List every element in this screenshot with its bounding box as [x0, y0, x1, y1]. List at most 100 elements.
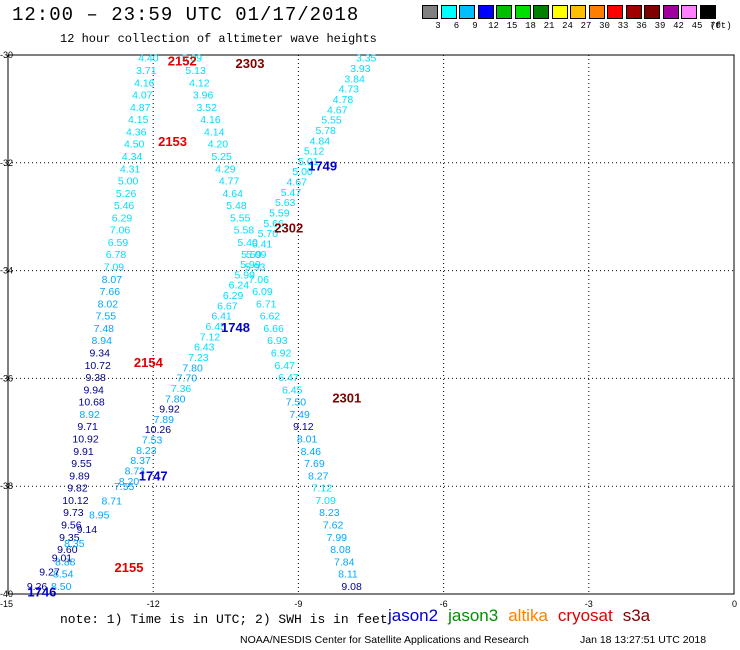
wave-height-value: 5.25	[211, 151, 232, 163]
wave-height-value: 4.87	[130, 102, 151, 114]
wave-height-value: 6.67	[217, 300, 238, 312]
lat-tick-label: -36	[0, 373, 13, 383]
wave-height-value: 5.46	[114, 200, 135, 212]
wave-height-value: 5.70	[258, 228, 279, 240]
lon-tick-label: 0	[732, 599, 737, 609]
wave-height-value: 4.07	[132, 90, 153, 102]
wave-height-value: 4.15	[128, 114, 149, 126]
wave-height-value: 5.99	[240, 259, 261, 271]
wave-height-value: 8.37	[130, 455, 151, 467]
colorbar-label: 30	[599, 21, 610, 31]
wave-height-value: 10.92	[72, 434, 98, 446]
wave-height-value: 6.41	[211, 311, 232, 323]
wave-height-value: 5.78	[315, 125, 336, 137]
wave-height-value: 3.35	[356, 53, 377, 65]
wave-height-value: 3.84	[344, 73, 365, 85]
wave-height-value: 5.58	[234, 225, 255, 237]
colorbar-label: 15	[506, 21, 518, 31]
legend-entry-altika: altika	[508, 606, 548, 625]
wave-height-value: 5.01	[298, 156, 319, 168]
pass-time-label: 2153	[158, 134, 187, 149]
wave-height-value: 8.23	[136, 445, 157, 457]
colorbar-swatch	[551, 5, 568, 19]
lat-tick-label: -34	[0, 266, 13, 276]
wave-height-value: 6.78	[106, 249, 127, 261]
wave-height-value: 7.09	[315, 495, 336, 507]
wave-height-value: 5.59	[269, 207, 290, 219]
colorbar-swatch	[644, 5, 660, 19]
wave-height-value: 8.11	[338, 569, 358, 581]
wave-height-value: 8.92	[79, 409, 100, 421]
wave-height-value: 4.73	[339, 84, 360, 96]
wave-height-value: 9.38	[85, 372, 106, 384]
wave-height-value: 6.47	[275, 360, 296, 372]
wave-height-value: 7.69	[304, 458, 325, 470]
lon-tick-label: -3	[585, 599, 593, 609]
wave-height-value: 4.84	[310, 135, 331, 147]
legend-entry-cryosat: cryosat	[557, 606, 613, 625]
wave-height-value: 6.62	[260, 311, 281, 323]
wave-height-value: 5.66	[263, 218, 284, 230]
colorbar-swatch	[681, 5, 697, 19]
wave-height-value: 10.12	[62, 495, 88, 507]
wave-height-value: 4.67	[287, 177, 308, 189]
wave-height-value: 6.29	[112, 212, 133, 224]
wave-height-value: 7.55	[96, 311, 117, 323]
colorbar-label: 12	[488, 21, 499, 31]
colorbar-swatch	[440, 5, 457, 19]
map-frame	[7, 54, 735, 595]
wave-height-value: 5.00	[118, 176, 139, 188]
wave-height-value: 4.40	[138, 53, 159, 65]
wave-height-value: 10.68	[78, 397, 104, 409]
colorbar-swatch	[625, 5, 642, 19]
wave-height-value: 7.99	[327, 532, 348, 544]
wave-height-value: 6.59	[108, 237, 129, 249]
wave-height-value: 4.50	[124, 139, 145, 151]
wave-height-value: 9.92	[159, 404, 180, 416]
pass-time-label: 2155	[115, 560, 144, 575]
lat-tick-label: -38	[0, 481, 13, 491]
wave-height-value: 8.01	[297, 434, 318, 446]
wave-height-value: 7.23	[188, 352, 209, 364]
colorbar-swatch	[514, 5, 531, 19]
colorbar-label: 39	[654, 21, 666, 31]
legend-entry-s3a: s3a	[622, 606, 651, 625]
wave-height-value: 9.82	[67, 483, 88, 495]
wave-height-value: 5.48	[226, 200, 247, 212]
legend-entry-jason3: jason3	[448, 606, 499, 625]
wave-height-value: 9.60	[57, 544, 78, 556]
colorbar-label: 70	[710, 21, 721, 31]
colorbar-swatch	[477, 5, 494, 19]
wave-height-value: 3.93	[350, 63, 371, 75]
wave-height-value: 9.55	[71, 458, 92, 470]
wave-height-value: 8.73	[125, 465, 146, 477]
wave-height-value: 5.12	[304, 146, 325, 158]
wave-height-value: 4.34	[122, 151, 143, 163]
wave-height-value: 9.56	[61, 519, 82, 531]
lon-tick-label: -15	[0, 599, 13, 609]
wave-height-value: 7.62	[323, 519, 344, 531]
colorbar-label: 45	[691, 21, 703, 31]
wave-height-value: 8.02	[98, 298, 119, 310]
wave-height-value: 6.29	[223, 290, 244, 302]
wave-height-value: 7.53	[142, 435, 163, 447]
wave-height-value: 5.09	[182, 53, 203, 65]
colorbar-unit: (ft)	[710, 21, 732, 31]
wave-height-value: 9.71	[77, 421, 98, 433]
wave-height-value: 5.40	[237, 237, 258, 249]
wave-height-value: 4.36	[126, 126, 147, 138]
satellite-legend: jason2 jason3 altika cryosat s3a	[388, 606, 660, 626]
page-subtitle: 12 hour collection of altimeter wave hei…	[60, 32, 377, 46]
wave-height-value: 7.50	[286, 397, 307, 409]
pass-time-label: 1749	[308, 158, 337, 173]
wave-height-value: 10.26	[145, 424, 171, 436]
colorbar-label: 9	[472, 21, 478, 31]
wave-height-value: 9.94	[83, 384, 104, 396]
wave-height-value: 4.12	[189, 77, 210, 89]
wave-height-value: 4.14	[204, 126, 225, 138]
wave-height-value: 10.72	[85, 360, 111, 372]
wave-height-value: 7.12	[200, 331, 221, 343]
wave-height-value: 6.41	[252, 238, 273, 250]
wave-height-value: 6.93	[267, 335, 288, 347]
colorbar-swatch	[588, 5, 605, 19]
